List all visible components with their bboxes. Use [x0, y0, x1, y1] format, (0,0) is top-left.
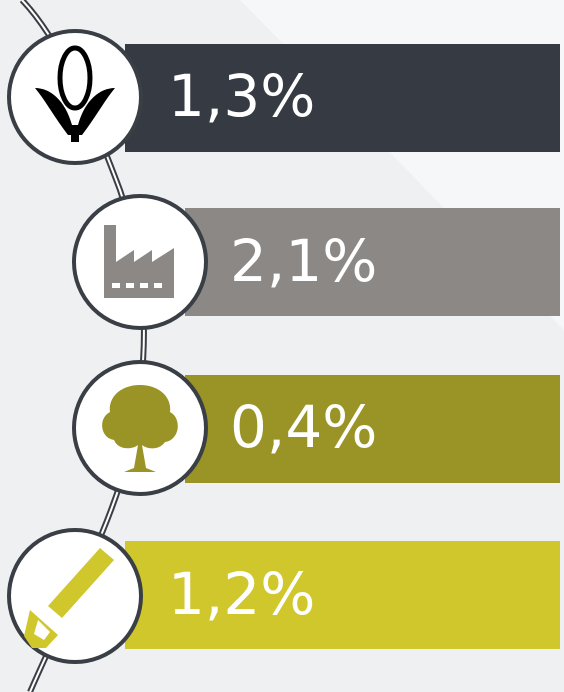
- factory-icon: [104, 225, 174, 298]
- corn-icon: [35, 45, 115, 142]
- tree-icon: [102, 385, 178, 472]
- bar: [185, 208, 560, 316]
- bar-label: 1,3%: [168, 62, 315, 130]
- bar: [125, 541, 560, 649]
- bar-label: 0,4%: [230, 393, 377, 461]
- bar-label: 1,2%: [168, 560, 315, 628]
- bar: [185, 375, 560, 483]
- icon-circle: [7, 29, 143, 165]
- saw-icon: [24, 548, 114, 648]
- bar-label: 2,1%: [230, 227, 377, 295]
- bar: [125, 44, 560, 152]
